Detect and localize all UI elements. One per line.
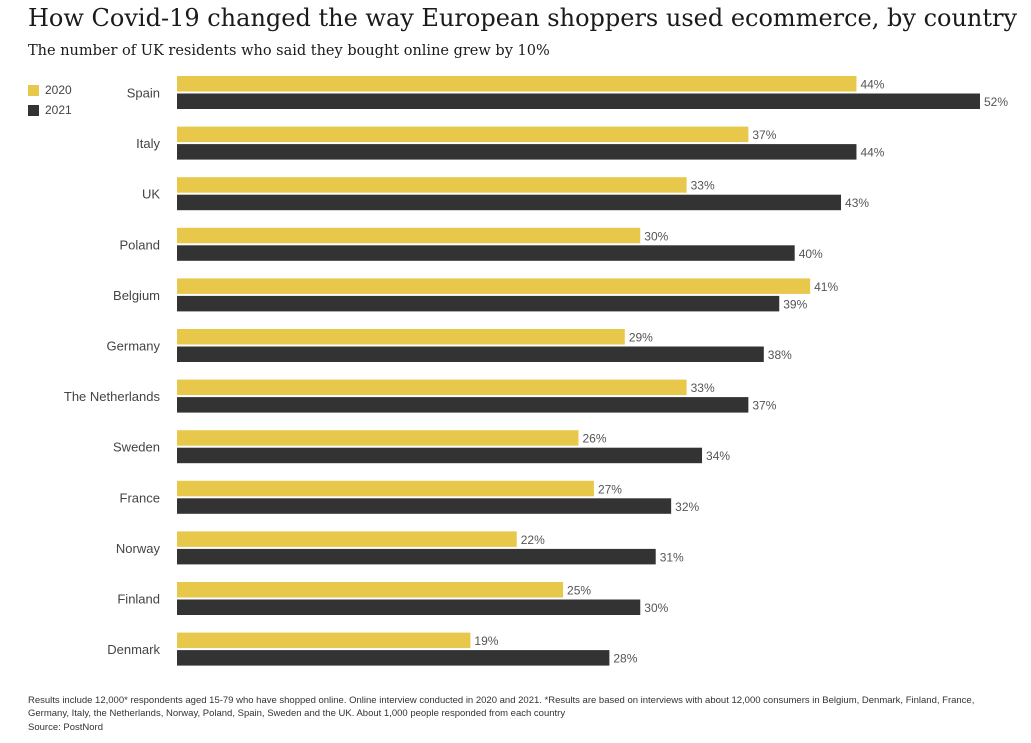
value-label-poland-2021: 40% bbox=[799, 247, 823, 261]
bar-spain-2021 bbox=[177, 93, 980, 109]
bar-the-netherlands-2020 bbox=[177, 379, 687, 396]
chart-title: How Covid-19 changed the way European sh… bbox=[28, 4, 1018, 32]
value-label-sweden-2020: 26% bbox=[583, 432, 607, 446]
value-label-the-netherlands-2021: 37% bbox=[752, 399, 776, 413]
bar-germany-2021 bbox=[177, 346, 764, 362]
bar-chart: Spain 44% 52% Italy 37% 44% UK 33% 43% Poland 30% 4… bbox=[64, 76, 1008, 666]
legend: 2020 2021 bbox=[28, 80, 72, 120]
value-label-spain-2020: 44% bbox=[860, 78, 884, 92]
bar-the-netherlands-2021 bbox=[177, 397, 749, 413]
value-label-sweden-2021: 34% bbox=[706, 449, 730, 463]
bar-denmark-2021 bbox=[177, 650, 610, 666]
value-label-norway-2020: 22% bbox=[521, 533, 545, 547]
bar-spain-2020 bbox=[177, 76, 857, 92]
category-label-germany: Germany bbox=[107, 339, 161, 354]
bar-sweden-2020 bbox=[177, 430, 579, 446]
legend-swatch-2020 bbox=[28, 84, 39, 96]
value-label-poland-2020: 30% bbox=[644, 229, 668, 243]
category-label-the-netherlands: The Netherlands bbox=[64, 389, 161, 404]
legend-label-2020: 2020 bbox=[45, 83, 72, 97]
category-label-uk: UK bbox=[142, 187, 160, 202]
bar-sweden-2021 bbox=[177, 447, 703, 464]
value-label-italy-2021: 44% bbox=[860, 146, 884, 160]
bar-uk-2021 bbox=[177, 194, 842, 211]
value-label-denmark-2021: 28% bbox=[613, 652, 637, 666]
bar-denmark-2020 bbox=[177, 632, 471, 649]
bar-norway-2020 bbox=[177, 531, 517, 547]
legend-item-2020: 2020 bbox=[28, 80, 72, 100]
bar-poland-2021 bbox=[177, 245, 795, 261]
category-label-denmark: Denmark bbox=[107, 642, 160, 657]
category-label-poland: Poland bbox=[120, 237, 160, 252]
bar-norway-2021 bbox=[177, 548, 656, 565]
bar-italy-2021 bbox=[177, 144, 857, 160]
legend-swatch-2021 bbox=[28, 104, 39, 116]
category-label-belgium: Belgium bbox=[113, 288, 160, 303]
category-label-finland: Finland bbox=[117, 592, 160, 607]
category-label-norway: Norway bbox=[116, 541, 161, 556]
value-label-france-2021: 32% bbox=[675, 500, 699, 514]
category-label-italy: Italy bbox=[136, 136, 160, 151]
category-label-sweden: Sweden bbox=[113, 440, 160, 455]
bar-uk-2020 bbox=[177, 177, 687, 193]
value-label-belgium-2021: 39% bbox=[783, 297, 807, 311]
value-label-belgium-2020: 41% bbox=[814, 280, 838, 294]
legend-label-2021: 2021 bbox=[45, 103, 72, 117]
bar-poland-2020 bbox=[177, 227, 641, 244]
category-label-france: France bbox=[120, 490, 160, 505]
value-label-finland-2020: 25% bbox=[567, 584, 591, 598]
bar-germany-2020 bbox=[177, 329, 625, 345]
value-label-germany-2020: 29% bbox=[629, 331, 653, 345]
bar-italy-2020 bbox=[177, 126, 749, 143]
value-label-spain-2021: 52% bbox=[984, 95, 1008, 109]
bar-finland-2020 bbox=[177, 582, 564, 598]
footnote: Results include 12,000* respondents aged… bbox=[28, 695, 975, 719]
bar-belgium-2020 bbox=[177, 278, 811, 294]
value-label-uk-2020: 33% bbox=[691, 179, 715, 193]
bar-belgium-2021 bbox=[177, 295, 780, 312]
value-label-denmark-2020: 19% bbox=[474, 634, 498, 648]
value-label-france-2020: 27% bbox=[598, 482, 622, 496]
legend-item-2021: 2021 bbox=[28, 100, 72, 120]
value-label-germany-2021: 38% bbox=[768, 348, 792, 362]
category-label-spain: Spain bbox=[127, 86, 160, 101]
chart-subtitle: The number of UK residents who said they… bbox=[28, 43, 550, 59]
bar-finland-2021 bbox=[177, 599, 641, 615]
value-label-uk-2021: 43% bbox=[845, 196, 869, 210]
value-label-norway-2021: 31% bbox=[660, 550, 684, 564]
bar-france-2020 bbox=[177, 480, 594, 497]
source-note: Source: PostNord bbox=[28, 722, 103, 733]
value-label-italy-2020: 37% bbox=[752, 128, 776, 142]
bar-france-2021 bbox=[177, 498, 672, 514]
value-label-the-netherlands-2020: 33% bbox=[691, 381, 715, 395]
value-label-finland-2021: 30% bbox=[644, 601, 668, 615]
